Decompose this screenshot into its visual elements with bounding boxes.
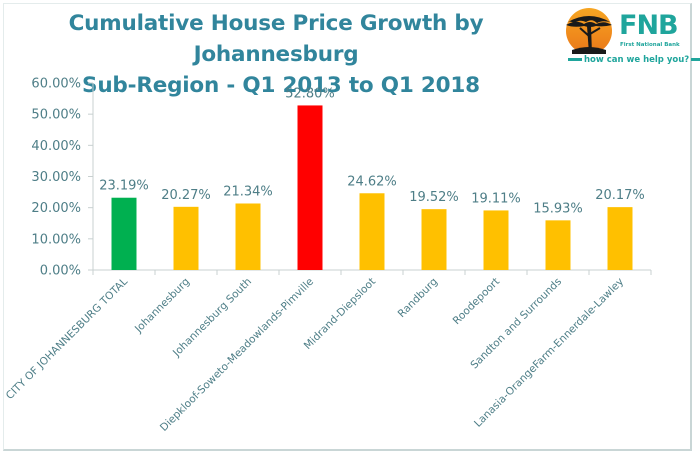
bar [297,105,323,270]
bar [173,206,199,270]
bar [545,220,571,270]
x-tick-label: Roodepoort [451,276,502,327]
bar [235,203,261,270]
data-labels: 23.19% 20.27% 21.34% 52.80% 24.62% 19.52% 19.1… [99,86,645,216]
x-tick-label: Midrand-Diepsloot [302,276,378,352]
bar [421,209,447,270]
data-label: 20.17% [595,188,645,203]
data-label: 19.11% [471,191,521,206]
bar [607,207,633,270]
y-tick-label: 0.00% [40,264,81,279]
x-tick-label: Randburg [396,276,441,321]
chart-title-line-1: Cumulative House Price Growth by Johanne… [68,11,484,67]
brand-name: FNB [619,10,679,41]
x-tick-labels: CITY OF JOHANNESBURG TOTAL JohannesburgJo… [4,276,626,434]
y-axis: 0.00% 10.00% 20.00% 30.00% 40.00% 50.00% 60.00… [31,77,94,279]
data-label: 21.34% [223,184,273,199]
data-label: 24.62% [347,174,397,189]
brand-tagline: how can we help you? [566,55,694,65]
y-tick-label: 60.00% [31,77,81,92]
data-label: 52.80% [285,86,335,101]
data-label: 15.93% [533,201,583,216]
y-tick-label: 30.00% [31,170,81,185]
acacia-tree-icon [566,8,612,54]
fnb-logo: FNB First National Bank how can we help … [562,6,692,68]
brand-tagline-text: how can we help you? [584,55,690,65]
y-tick-label: 20.00% [31,201,81,216]
brand-full-name: First National Bank [620,42,680,48]
x-tick-label: Johannesburg [132,276,192,336]
chart-title-line-2: Sub-Region - Q1 2013 to Q1 2018 [82,73,480,98]
data-label: 19.52% [409,190,459,205]
data-label: 23.19% [99,179,149,194]
bar [483,210,509,270]
y-tick-label: 40.00% [31,139,81,154]
y-tick-label: 50.00% [31,108,81,123]
bar [111,197,137,270]
bar [359,193,385,270]
chart-title: Cumulative House Price Growth by Johanne… [6,8,546,101]
bars [111,105,633,270]
x-axis [92,269,652,275]
data-label: 20.27% [161,188,211,203]
x-tick-label: CITY OF JOHANNESBURG TOTAL [4,276,130,402]
y-tick-label: 10.00% [31,232,81,247]
